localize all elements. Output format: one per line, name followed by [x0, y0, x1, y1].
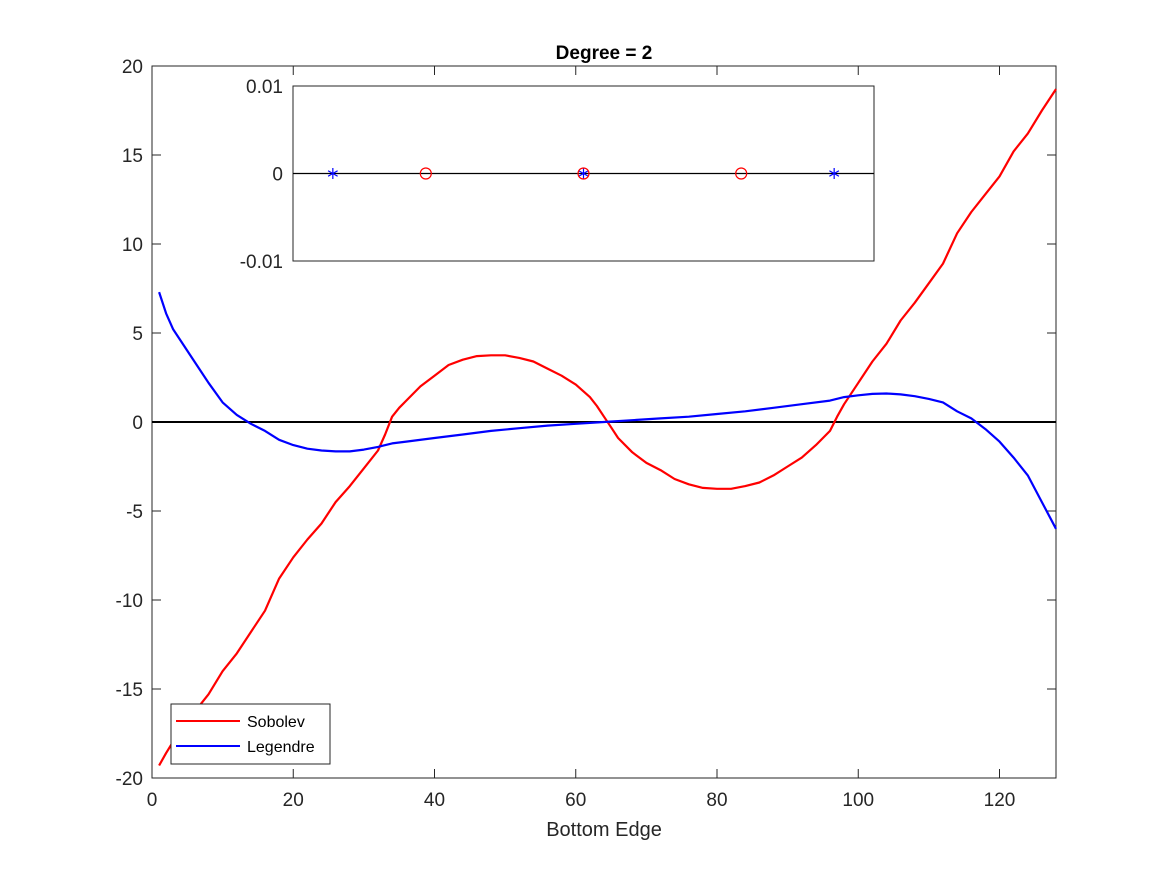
inset-asterisk-marker	[578, 168, 589, 179]
inset-markers-group	[327, 167, 840, 180]
y-tick-label: 5	[132, 324, 143, 345]
inset-y-tick-label: -0.01	[240, 252, 283, 273]
x-tick-label: 20	[283, 790, 304, 811]
y-tick-label: -5	[126, 502, 143, 523]
inset-ticks: -0.01 0 0.01	[240, 77, 874, 273]
legend-box	[170, 703, 331, 765]
y-tick-label: 0	[132, 413, 143, 434]
y-tick-label: 15	[122, 146, 143, 167]
x-tick-label: 40	[424, 790, 445, 811]
series-line-sobolev	[158, 88, 1057, 767]
inset-asterisk-marker	[327, 168, 338, 179]
legend-label-legendre: Legendre	[247, 739, 315, 756]
x-tick-label: 80	[706, 790, 727, 811]
legend: Sobolev Legendre	[170, 703, 331, 765]
inset-y-tick-label: 0.01	[246, 77, 283, 98]
chart-title: Degree = 2	[556, 43, 653, 64]
inset-y-tick-label: 0	[272, 165, 283, 186]
inset-circle-marker	[577, 167, 590, 180]
y-tick-label: -10	[116, 591, 143, 612]
x-tick-label: 0	[147, 790, 158, 811]
legend-label-sobolev: Sobolev	[247, 714, 305, 731]
y-tick-label: -15	[116, 680, 143, 701]
main-series-group	[158, 88, 1057, 767]
series-line-legendre	[158, 291, 1057, 530]
inset-asterisk-marker	[829, 168, 840, 179]
inset-circle-marker	[419, 167, 432, 180]
asterisk-stroke	[327, 170, 338, 177]
x-tick-label: 120	[984, 790, 1016, 811]
y-tick-label: -20	[116, 769, 143, 790]
main-ticks: 0 20 40 60 80 100 120 -20 -15 -10 -5 0 5 10 15 20	[116, 57, 1056, 811]
x-tick-label: 100	[842, 790, 874, 811]
asterisk-stroke	[829, 170, 840, 177]
inset-circle-marker	[735, 167, 748, 180]
inset-axes: -0.01 0 0.01	[240, 77, 875, 273]
x-axis-label: Bottom Edge	[546, 819, 662, 841]
y-tick-label: 10	[122, 235, 143, 256]
asterisk-stroke	[578, 170, 589, 177]
x-tick-label: 60	[565, 790, 586, 811]
y-tick-label: 20	[122, 57, 143, 78]
